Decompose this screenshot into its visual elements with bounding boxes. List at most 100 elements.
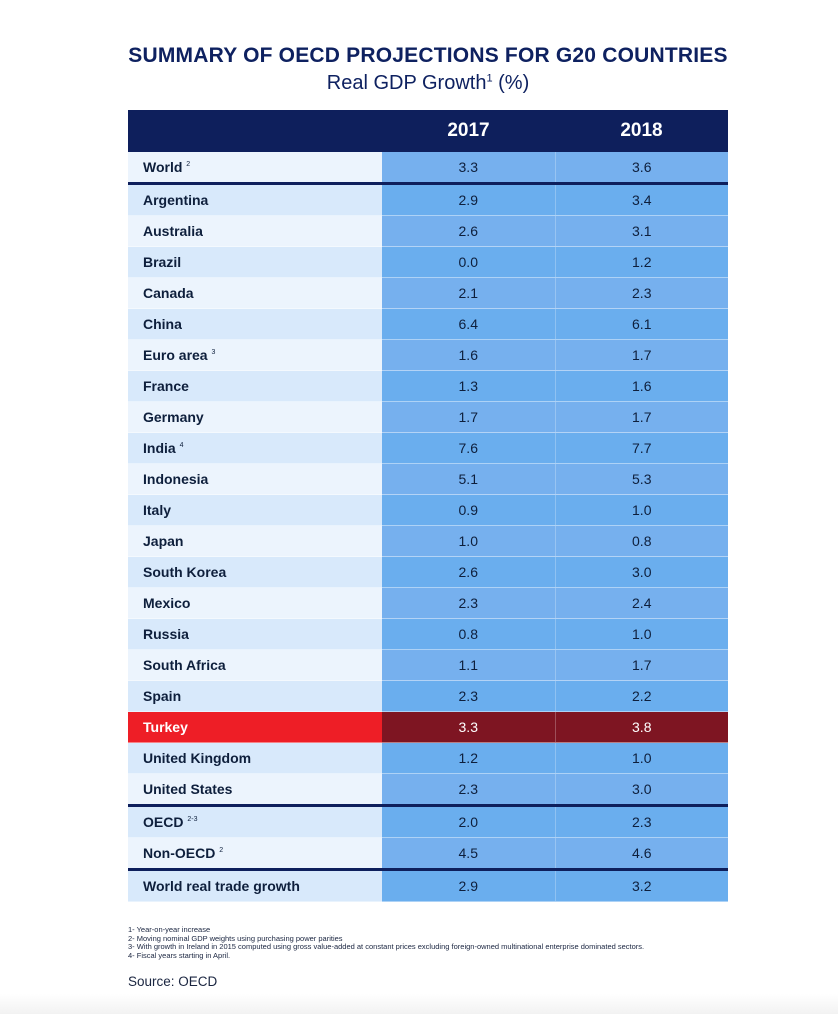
value-cell-2018: 4.6 <box>554 837 728 870</box>
value-cell-2018: 3.0 <box>554 556 728 588</box>
country-name: World real trade growth <box>143 878 300 894</box>
table-row: Germany 1.7 1.7 <box>128 401 728 433</box>
table-row: South Korea 2.6 3.0 <box>128 556 728 588</box>
value-cell-2018: 3.1 <box>554 215 728 247</box>
value-cell-2017: 1.1 <box>382 649 555 681</box>
footnote-1: 1- Year-on-year increase <box>128 925 211 934</box>
table-row: Turkey 3.3 3.8 <box>128 711 728 743</box>
page-bottom-shade <box>0 994 838 1014</box>
table-row: Indonesia 5.1 5.3 <box>128 463 728 495</box>
value-cell-2018: 7.7 <box>554 432 728 464</box>
row-label: Non-OECD 2 <box>128 837 382 870</box>
table-row: India 4 7.6 7.7 <box>128 432 728 464</box>
footnote-ref: 2-3 <box>187 816 198 823</box>
footnote-ref: 3 <box>211 349 216 356</box>
value-cell-2017: 1.0 <box>382 525 555 557</box>
value-cell-2018: 1.0 <box>554 742 728 774</box>
footnote-4: 4- Fiscal years starting in April. <box>128 950 231 960</box>
footnote-ref: 2 <box>219 847 224 854</box>
country-name: Euro area <box>143 347 208 363</box>
value-cell-2018: 2.2 <box>554 680 728 712</box>
value-cell-2017: 2.9 <box>382 182 555 216</box>
value-cell-2018: 1.2 <box>554 246 728 278</box>
value-cell-2017: 1.6 <box>382 339 555 371</box>
row-label: South Africa <box>128 649 382 681</box>
table-row: Argentina 2.9 3.4 <box>128 182 728 216</box>
table-row: Japan 1.0 0.8 <box>128 525 728 557</box>
country-name: South Korea <box>143 564 227 580</box>
row-label: Spain <box>128 680 382 712</box>
row-label: OECD 2-3 <box>128 804 382 838</box>
footnotes: 1- Year-on-year increase 2- Moving nomin… <box>128 925 828 960</box>
country-name: India <box>143 440 176 456</box>
value-cell-2018: 6.1 <box>554 308 728 340</box>
country-name: China <box>143 316 182 332</box>
footnote-2: 2- Moving nominal GDP weights using purc… <box>128 933 343 943</box>
row-label: Australia <box>128 215 382 247</box>
row-label: China <box>128 308 382 340</box>
gdp-projection-table: 2017 2018 World 2 3.3 3.6 Argentina 2.9 3.4 Au… <box>128 110 728 902</box>
value-cell-2017: 7.6 <box>382 432 555 464</box>
row-label: Argentina <box>128 182 382 216</box>
table-row: World 2 3.3 3.6 <box>128 152 728 184</box>
table-row: World real trade growth 2.9 3.2 <box>128 868 728 902</box>
row-label: Italy <box>128 494 382 526</box>
row-label: South Korea <box>128 556 382 588</box>
value-cell-2017: 0.0 <box>382 246 555 278</box>
subtitle-footnote-ref: 1 <box>486 72 493 85</box>
header-year-2018: 2018 <box>555 110 728 152</box>
table-row: United Kingdom 1.2 1.0 <box>128 742 728 774</box>
country-name: Non-OECD <box>143 845 216 861</box>
value-cell-2017: 2.3 <box>382 680 555 712</box>
value-cell-2017: 2.3 <box>382 587 555 619</box>
table-row: Mexico 2.3 2.4 <box>128 587 728 619</box>
value-cell-2018: 1.7 <box>554 401 728 433</box>
row-label: Mexico <box>128 587 382 619</box>
country-name: Japan <box>143 533 184 549</box>
value-cell-2017: 1.7 <box>382 401 555 433</box>
value-cell-2017: 2.1 <box>382 277 555 309</box>
value-cell-2017: 1.2 <box>382 742 555 774</box>
table-row: Spain 2.3 2.2 <box>128 680 728 712</box>
value-cell-2017: 5.1 <box>382 463 555 495</box>
value-cell-2017: 2.9 <box>382 868 555 902</box>
row-label: Russia <box>128 618 382 650</box>
source-note: Source: OECD <box>128 974 218 989</box>
value-cell-2017: 0.8 <box>382 618 555 650</box>
value-cell-2018: 1.0 <box>554 494 728 526</box>
value-cell-2017: 2.6 <box>382 215 555 247</box>
value-cell-2017: 2.6 <box>382 556 555 588</box>
value-cell-2018: 3.2 <box>554 868 728 902</box>
value-cell-2017: 3.3 <box>382 152 555 184</box>
country-name: Canada <box>143 285 194 301</box>
value-cell-2018: 1.7 <box>554 649 728 681</box>
table-row: China 6.4 6.1 <box>128 308 728 340</box>
row-label: India 4 <box>128 432 382 464</box>
table-row: Non-OECD 2 4.5 4.6 <box>128 837 728 870</box>
row-label: Canada <box>128 277 382 309</box>
header-year-2017: 2017 <box>382 110 555 152</box>
row-label: Turkey <box>128 711 382 743</box>
row-label: World 2 <box>128 152 382 184</box>
value-cell-2018: 2.4 <box>554 587 728 619</box>
country-name: Germany <box>143 409 204 425</box>
chart-subtitle: Real GDP Growth1 (%) <box>0 72 838 95</box>
value-cell-2017: 3.3 <box>382 711 555 743</box>
country-name: Brazil <box>143 254 182 270</box>
table-row: France 1.3 1.6 <box>128 370 728 402</box>
table-row: Euro area 3 1.6 1.7 <box>128 339 728 371</box>
subtitle-unit: (%) <box>498 72 530 94</box>
table-row: Brazil 0.0 1.2 <box>128 246 728 278</box>
value-cell-2018: 1.7 <box>554 339 728 371</box>
country-name: South Africa <box>143 657 226 673</box>
value-cell-2018: 2.3 <box>554 277 728 309</box>
country-name: United Kingdom <box>143 750 252 766</box>
row-label: World real trade growth <box>128 868 382 902</box>
country-name: World <box>143 159 183 175</box>
header-row: 2017 2018 <box>128 110 728 152</box>
row-label: United Kingdom <box>128 742 382 774</box>
subtitle-text: Real GDP Growth <box>326 72 487 94</box>
table-row: Canada 2.1 2.3 <box>128 277 728 309</box>
value-cell-2018: 1.6 <box>554 370 728 402</box>
country-name: Argentina <box>143 192 209 208</box>
